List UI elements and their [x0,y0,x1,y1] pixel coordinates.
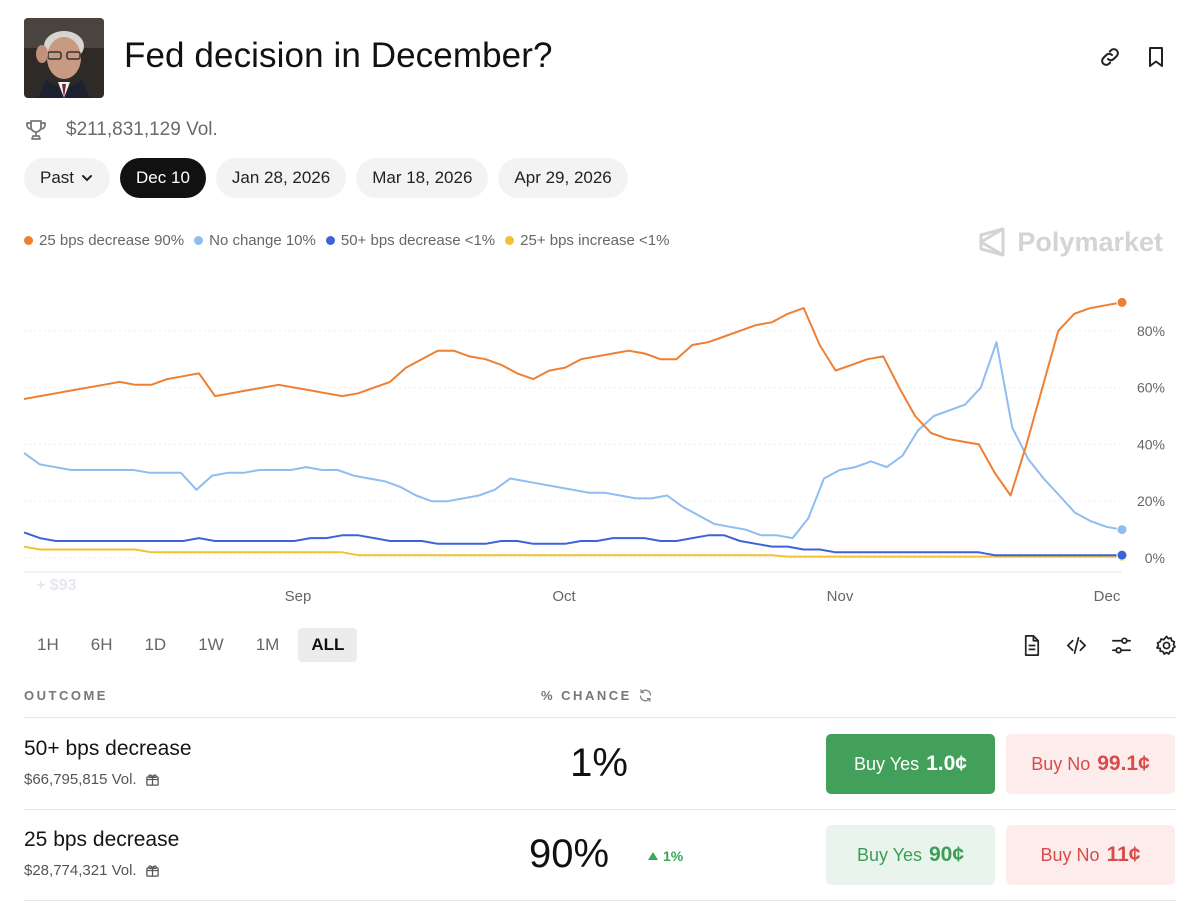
series-endpoint [1116,524,1128,536]
buy-yes-label: Buy Yes [856,844,922,865]
tab-apr-29-2026[interactable]: Apr 29, 2026 [498,158,628,198]
range-1d[interactable]: 1D [144,635,167,654]
y-tick-label: 60% [1137,380,1165,396]
outcome-volume-text: $66,795,815 Vol. [24,771,137,788]
range-1m[interactable]: 1M [255,635,280,654]
legend-dot [24,236,33,245]
y-tick-label: 80% [1137,323,1165,339]
price-history-chart[interactable]: 80% 60% 40% 20% 0% Sep Oct Nov Dec + $93 [0,260,1200,620]
trophy-icon [26,120,46,140]
chart-tools [1020,634,1178,657]
chart-overlay-text: + $93 [36,577,77,594]
tab-dec-10[interactable]: Dec 10 [120,158,206,198]
y-tick-label: 20% [1137,493,1165,509]
legend-dot [194,236,204,245]
tab-past[interactable]: Past [24,158,111,198]
series-line [23,301,1123,497]
outcome-chance: 90% [528,832,610,876]
buy-no-button[interactable]: Buy No 11¢ [1006,825,1175,885]
link-icon[interactable] [1098,45,1122,69]
outcome-volume: $66,795,815 Vol. [24,771,160,788]
bookmark-icon[interactable] [1144,45,1168,69]
buy-yes-label: Buy Yes [854,753,920,774]
legend-label: 25+ bps increase <1% [520,232,670,249]
outcome-row[interactable]: 25 bps decrease $28,774,321 Vol. 90% 1% … [24,810,1176,901]
settings-gear-icon[interactable] [1155,634,1178,657]
legend-dot [325,236,335,245]
buy-no-price: 11¢ [1106,843,1141,866]
range-6h[interactable]: 6H [90,635,113,654]
chart-legend: 25 bps decrease 90% No change 10% 50+ bp… [24,232,669,249]
embed-code-icon[interactable] [1065,634,1088,657]
buy-yes-price: 90¢ [929,843,965,866]
buy-no-label: Buy No [1040,844,1100,865]
outcome-column-header: OUTCOME [24,688,108,703]
outcome-chance: 1% [570,741,628,785]
y-tick-label: 40% [1137,436,1165,452]
time-range-selector: 1H 6H 1D 1W 1M ALL [24,628,358,662]
legend-item: No change 10% [194,232,316,249]
outcome-table-header: OUTCOME % CHANCE [24,686,1176,718]
legend-item: 50+ bps decrease <1% [325,232,496,249]
outcome-name: 25 bps decrease [24,828,180,851]
buy-no-button[interactable]: Buy No 99.1¢ [1006,734,1175,794]
x-tick-label: Oct [552,588,576,605]
range-1w[interactable]: 1W [198,635,224,654]
gift-icon[interactable] [145,772,160,787]
range-all[interactable]: ALL [298,628,358,662]
market-avatar [24,18,104,98]
buy-no-label: Buy No [1031,753,1091,774]
legend-dot [505,236,515,245]
y-tick-label: 0% [1145,550,1165,566]
outcome-name: 50+ bps decrease [24,737,192,760]
legend-item: 25+ bps increase <1% [505,232,669,249]
series-line [23,531,1122,557]
total-volume: $211,831,129 Vol. [24,117,218,143]
legend-label: 25 bps decrease 90% [39,232,185,249]
outcome-row[interactable]: 50+ bps decrease $66,795,815 Vol. 1% Buy… [24,719,1176,810]
series-line [23,545,1122,558]
outcome-volume: $28,774,321 Vol. [24,862,160,879]
buy-no-price: 99.1¢ [1097,752,1150,775]
polymarket-wordmark: Polymarket [1017,226,1163,257]
tab-mar-18-2026[interactable]: Mar 18, 2026 [356,158,489,198]
document-icon[interactable] [1020,634,1043,657]
legend-item: 25 bps decrease 90% [24,232,184,249]
buy-yes-price: 1.0¢ [926,752,967,775]
chance-column-header: % CHANCE [541,688,632,703]
series-endpoint [1116,296,1128,308]
tab-past-label: Past [40,168,75,187]
chance-change: 1% [648,848,683,864]
tab-jan-28-2026[interactable]: Jan 28, 2026 [215,158,347,198]
chance-change-value: 1% [663,848,684,864]
gift-icon[interactable] [145,863,160,878]
x-tick-label: Dec [1094,588,1121,605]
up-triangle-icon [648,852,658,860]
legend-label: No change 10% [209,232,316,249]
polymarket-watermark: Polymarket [977,226,1163,258]
x-tick-label: Sep [285,588,312,605]
x-tick-label: Nov [827,588,854,605]
outcome-volume-text: $28,774,321 Vol. [24,862,137,879]
market-header: Fed decision in December? [24,18,1176,98]
buy-yes-button[interactable]: Buy Yes 1.0¢ [826,734,995,794]
market-title: Fed decision in December? [124,36,553,75]
series-endpoint [1116,549,1128,561]
sliders-icon[interactable] [1110,634,1133,657]
date-tabs: Past Dec 10 Jan 28, 2026 Mar 18, 2026 Ap… [24,158,628,198]
series-line [23,341,1123,540]
chevron-down-icon [82,175,93,182]
polymarket-logo-icon [979,227,1005,257]
buy-yes-button[interactable]: Buy Yes 90¢ [826,825,995,885]
refresh-icon[interactable] [638,688,653,703]
range-1h[interactable]: 1H [37,635,59,654]
legend-label: 50+ bps decrease <1% [340,232,496,249]
total-volume-text: $211,831,129 Vol. [66,119,218,140]
